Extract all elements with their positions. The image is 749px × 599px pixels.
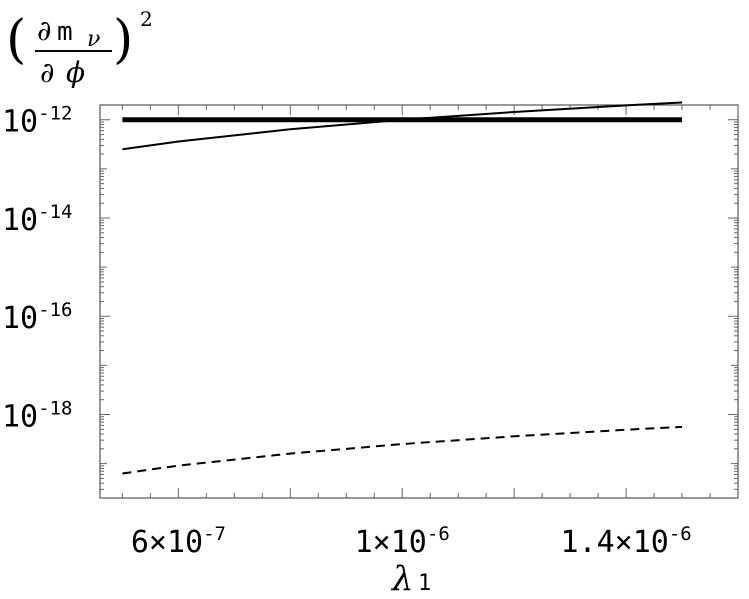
x-tick-label: 6×10-7 — [131, 523, 226, 560]
y-tick-label: 10-18 — [2, 398, 72, 435]
y-tick-label-base: 10 — [2, 301, 38, 336]
y-tick-label-exponent: -16 — [38, 299, 72, 321]
y-label-exponent: 2 — [140, 7, 153, 31]
x-tick-label-mantissa: 1×10 — [355, 525, 427, 560]
x-tick-label-mantissa: 6×10 — [131, 525, 203, 560]
series-layer — [122, 101, 683, 475]
y-label-numerator-partial: ∂ — [37, 14, 51, 47]
x-tick-label: 1×10-6 — [355, 523, 450, 560]
axis-ticks — [100, 105, 739, 499]
x-label-lambda: λ — [390, 559, 414, 599]
y-tick-label-exponent: -14 — [38, 201, 72, 223]
x-tick-label-exponent: -6 — [427, 523, 450, 545]
x-tick-label: 1.4×10-6 — [560, 523, 691, 560]
x-tick-label-exponent: -7 — [203, 523, 226, 545]
y-label-denominator-partial: ∂ — [40, 56, 54, 89]
y-tick-label: 10-14 — [2, 201, 72, 238]
y-label-numerator-nu: ν — [87, 27, 100, 52]
y-tick-label: 10-12 — [2, 103, 72, 140]
series-line-dashed — [122, 425, 683, 475]
y-tick-label-base: 10 — [2, 203, 38, 238]
x-axis-label: λ 1 — [390, 559, 431, 599]
series-line-solid — [122, 101, 683, 151]
y-tick-label-base: 10 — [2, 105, 38, 140]
y-label-left-paren: ( — [6, 10, 26, 70]
y-tick-label-exponent: -12 — [38, 103, 72, 125]
y-tick-label: 10-16 — [2, 299, 72, 336]
plot-frame — [99, 104, 739, 499]
y-axis-label: ( ∂ m ν ∂ ϕ ) 2 — [6, 7, 153, 89]
y-label-numerator-mass: m — [57, 17, 73, 47]
x-tick-label-exponent: -6 — [669, 523, 692, 545]
y-tick-label-exponent: -18 — [38, 398, 72, 420]
y-label-denominator-phi: ϕ — [66, 56, 85, 89]
x-tick-label-mantissa: 1.4×10 — [560, 525, 668, 560]
y-label-right-paren: ) — [113, 10, 133, 70]
x-label-subscript: 1 — [418, 571, 431, 596]
y-tick-label-base: 10 — [2, 400, 38, 435]
